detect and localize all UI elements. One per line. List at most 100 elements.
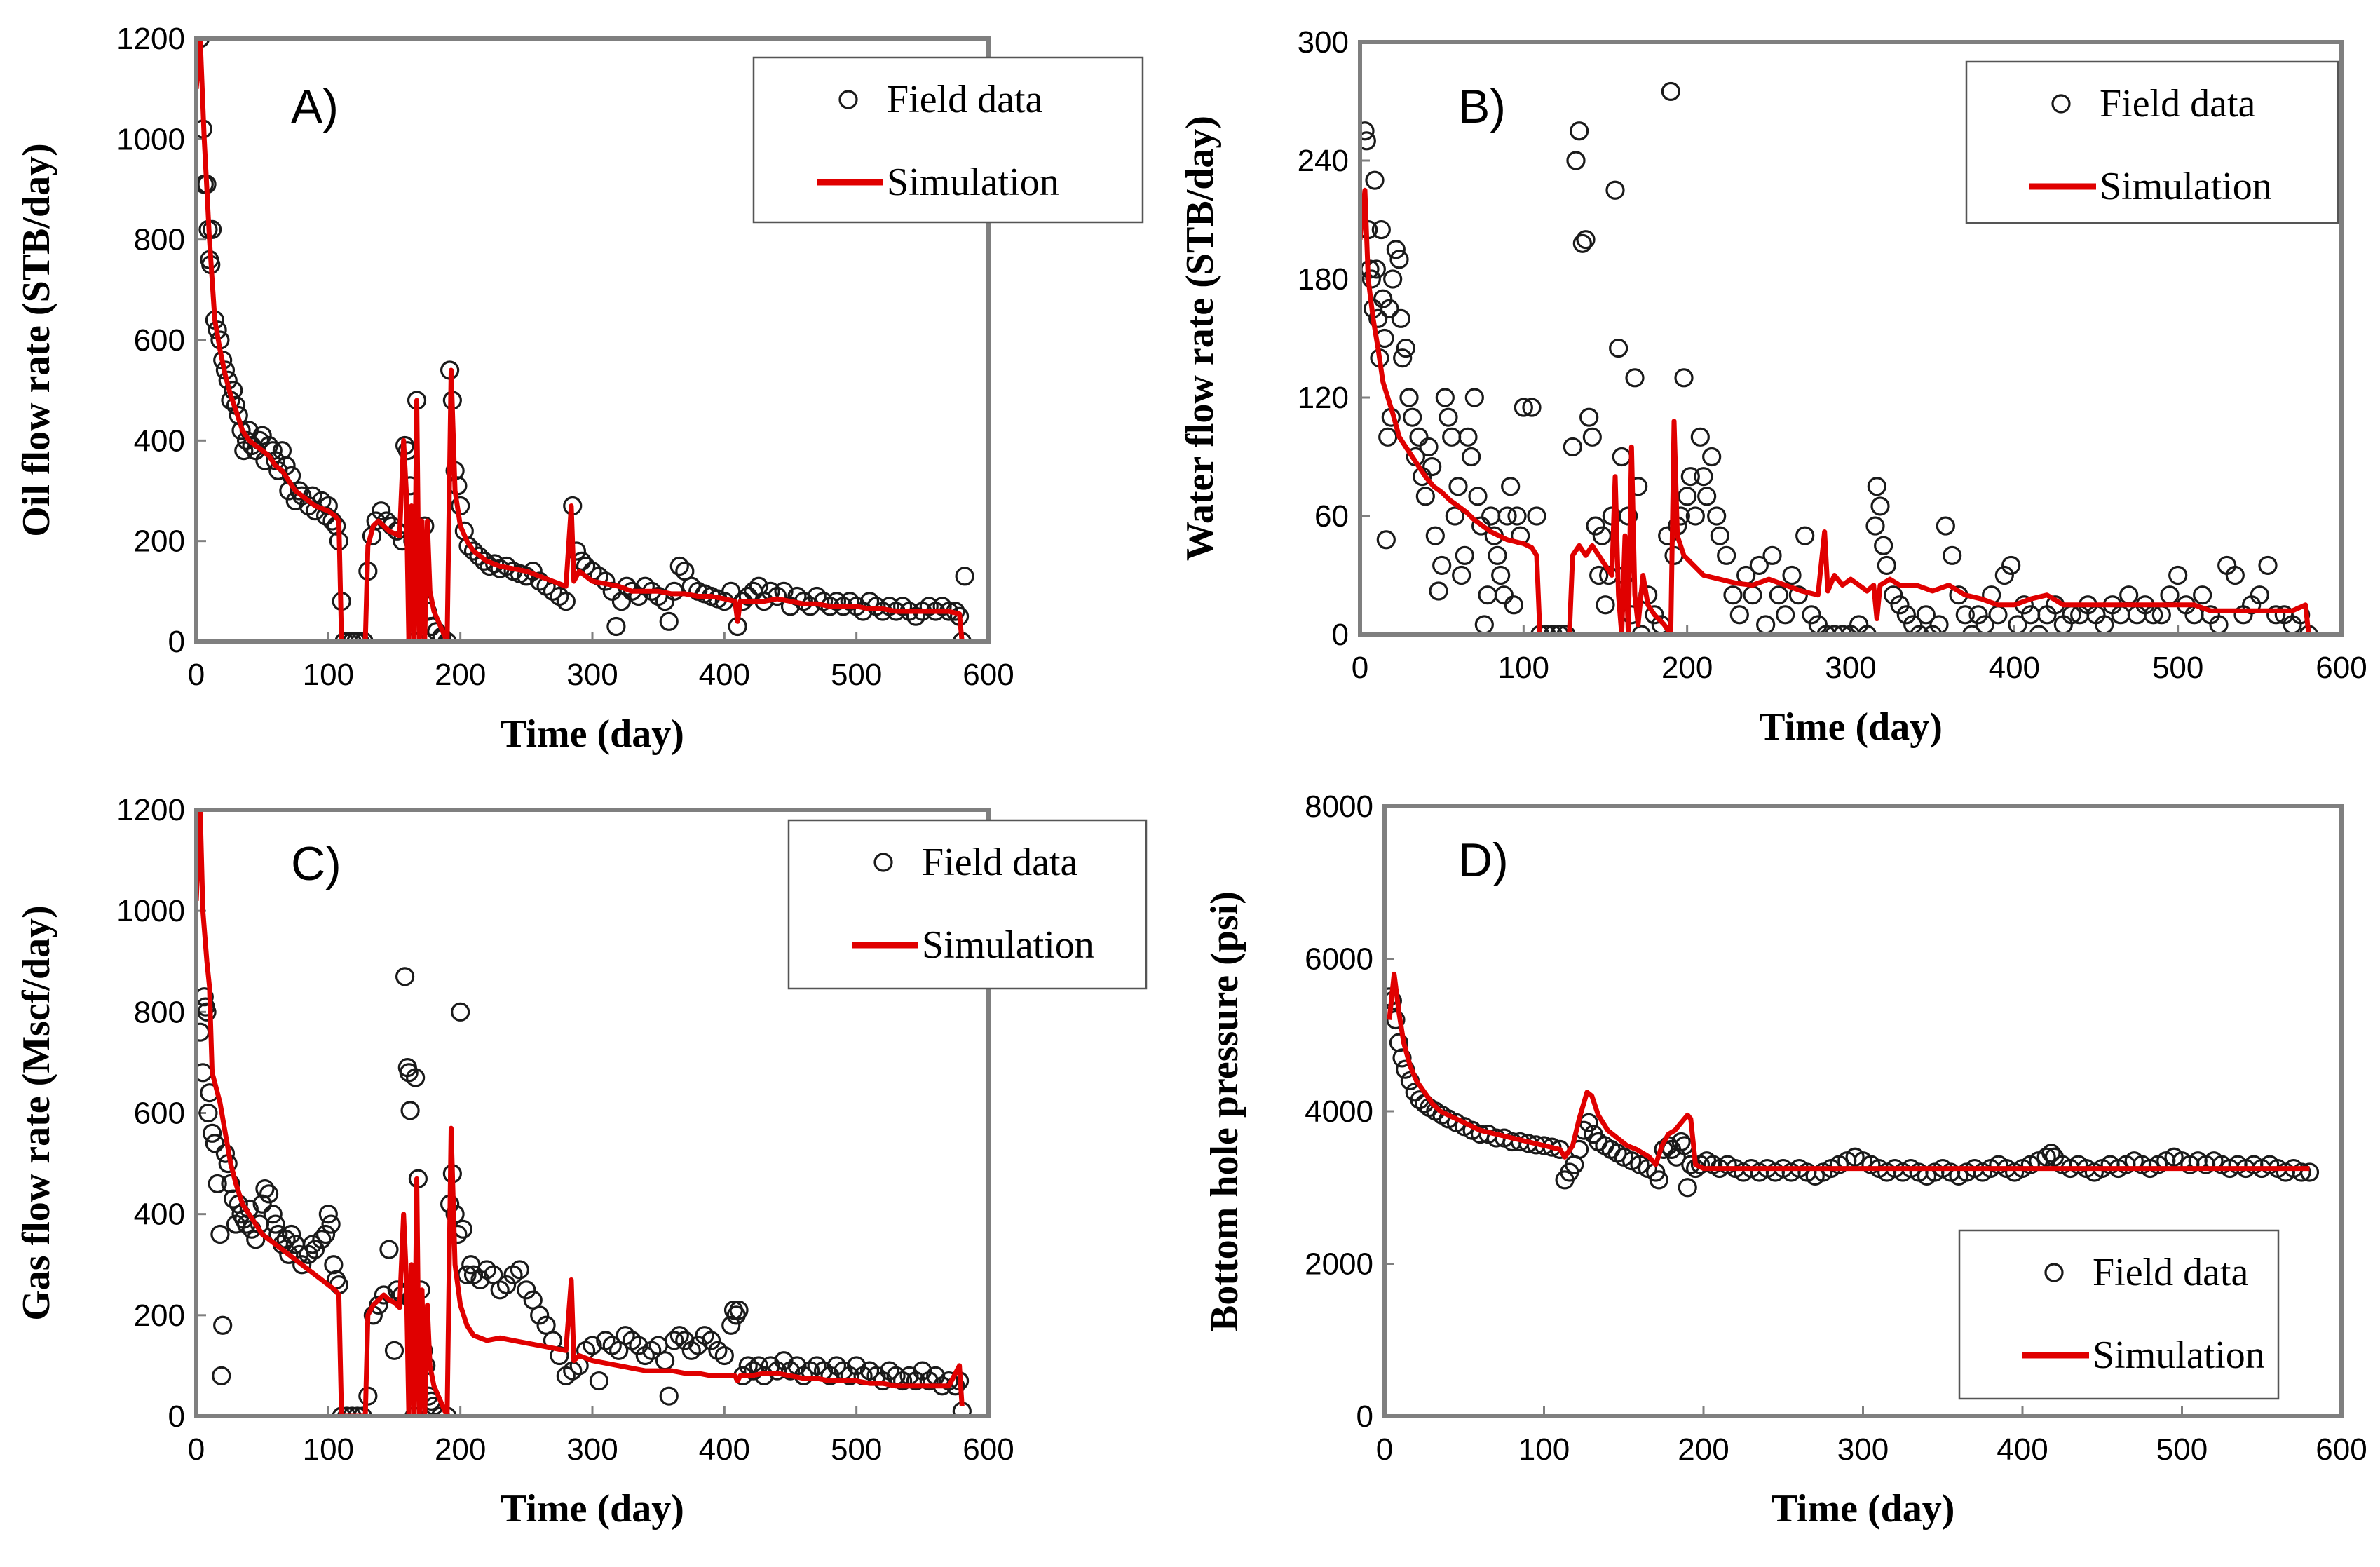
field-data-point: [655, 1351, 675, 1371]
field-data-point: [1592, 526, 1612, 545]
field-data-point: [1386, 240, 1406, 259]
field-data-point: [1570, 121, 1589, 141]
field-data-point: [279, 1244, 299, 1264]
x-tick-label: 600: [963, 1432, 1014, 1467]
field-data-point: [198, 1103, 218, 1123]
field-data-point: [606, 616, 626, 637]
field-data-point: [1649, 1170, 1668, 1190]
panel-c: 0 100 200 300 400 500 600 0 200 400 600 800 1000 1200…: [15, 793, 1148, 1531]
y-tick-label: 2000: [1305, 1247, 1373, 1282]
legend-box: [787, 819, 1148, 990]
legend-field-label: Field data: [2093, 1251, 2249, 1294]
field-data-point: [629, 1336, 648, 1355]
field-data-point: [1572, 233, 1592, 253]
field-data-point: [400, 1101, 420, 1120]
field-data-point: [379, 1240, 399, 1259]
field-data-point: [1723, 585, 1743, 605]
field-data-point: [2225, 565, 2245, 585]
field-data-point: [282, 1224, 301, 1244]
series-field-data: [1385, 987, 2320, 1198]
legend-field-marker: [2044, 1263, 2064, 1282]
field-data-point: [768, 1361, 787, 1381]
field-data-point: [342, 1406, 362, 1416]
field-data-point: [203, 1123, 222, 1143]
field-data-point: [2258, 555, 2278, 576]
y-tick-label: 180: [1298, 262, 1349, 297]
x-tick-label: 500: [2156, 1432, 2208, 1467]
field-data-point: [1365, 170, 1385, 190]
field-data-point: [1380, 299, 1399, 318]
field-data-point: [1504, 595, 1523, 615]
field-data-point: [1896, 605, 1916, 625]
field-data-point: [1527, 506, 1546, 526]
field-data-point: [1371, 219, 1391, 240]
field-data-point: [430, 1406, 451, 1416]
field-data-point: [1392, 1048, 1412, 1068]
x-axis-title: Time (day): [1759, 705, 1943, 749]
y-tick-label: 0: [168, 1399, 185, 1434]
field-data-point: [913, 1361, 932, 1381]
panel-letter: B): [1458, 80, 1506, 133]
legend: Field data Simulation: [787, 819, 1148, 990]
y-tick-label: 1000: [116, 122, 185, 156]
y-tick-label: 400: [134, 1198, 185, 1232]
x-tick-label: 100: [1518, 1432, 1570, 1467]
y-tick-label: 6000: [1305, 942, 1373, 977]
x-tick-label: 200: [435, 658, 486, 692]
x-tick-label: 100: [1498, 651, 1549, 685]
x-tick-label: 500: [831, 1432, 882, 1467]
field-data-point: [1955, 605, 1975, 625]
field-data-point: [1550, 625, 1570, 635]
x-tick-label: 200: [435, 1432, 486, 1467]
field-data-point: [1910, 625, 1929, 635]
field-data-point: [1458, 427, 1478, 447]
field-data-point: [1409, 427, 1429, 447]
field-data-point: [1576, 230, 1596, 250]
field-data-point: [906, 1371, 926, 1391]
field-data-point: [1462, 447, 1481, 467]
y-tick-label: 1200: [116, 22, 185, 56]
field-data-point: [312, 1230, 332, 1249]
field-data-point: [208, 1174, 227, 1194]
field-data-point: [1439, 407, 1458, 427]
legend-field-label: Field data: [2100, 82, 2256, 126]
field-data-point: [1802, 605, 1821, 625]
field-data-point: [1923, 625, 1943, 635]
legend-field-label: Field data: [887, 78, 1043, 121]
x-tick-label: 0: [1376, 1432, 1393, 1467]
field-data-point: [1717, 545, 1736, 565]
field-data-point: [1563, 437, 1582, 457]
field-data-point: [1702, 447, 1722, 467]
field-data-point: [1816, 625, 1836, 635]
field-data-point: [1501, 477, 1521, 496]
field-data-point: [1586, 516, 1605, 536]
field-data-point: [2292, 1162, 2311, 1182]
field-data-point: [348, 1406, 367, 1416]
x-tick-label: 200: [1661, 651, 1713, 685]
legend: Field data Simulation: [1958, 1229, 2280, 1400]
field-data-point: [1943, 545, 1962, 565]
field-data-point: [1968, 605, 1988, 625]
field-data-point: [266, 451, 285, 470]
field-data-point: [1877, 555, 1896, 576]
field-data-point: [221, 1174, 240, 1194]
field-data-point: [1393, 348, 1413, 368]
y-tick-label: 300: [1298, 25, 1349, 60]
x-tick-label: 600: [963, 658, 1014, 692]
field-data-point: [774, 1351, 794, 1371]
field-data-point: [1537, 625, 1556, 635]
field-data-point: [1962, 625, 1982, 635]
field-data-point: [1445, 506, 1464, 526]
field-data-point: [463, 541, 484, 561]
field-data-point: [1605, 180, 1625, 200]
legend-simulation-label: Simulation: [922, 923, 1094, 967]
field-data-point: [1491, 565, 1511, 585]
panel-a: 0 100 200 300 400 500 600 0 200 400 600 800 1000 1200…: [15, 22, 1144, 756]
field-data-point: [572, 551, 592, 571]
field-data-point: [1756, 615, 1776, 635]
field-data-point: [1710, 526, 1729, 545]
field-data-point: [820, 1366, 840, 1385]
field-data-point: [1694, 467, 1713, 487]
field-data-point: [1360, 121, 1375, 141]
field-data-point: [1481, 506, 1501, 526]
